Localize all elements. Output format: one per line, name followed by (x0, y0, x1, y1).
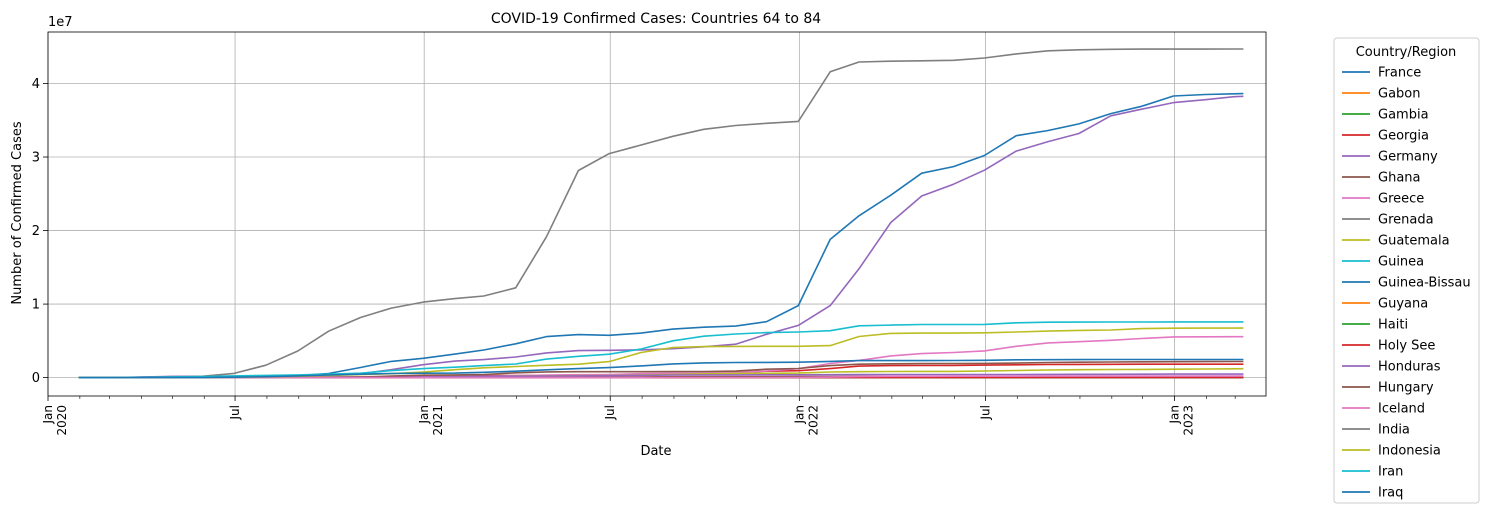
series-line (78, 375, 1244, 379)
y-tick-label: 0 (32, 371, 40, 386)
series-line (78, 95, 1244, 379)
x-tick-label: Jan (1168, 405, 1182, 425)
y-axis-label: Number of Confirmed Cases (10, 121, 25, 304)
legend-entry: Guyana (1378, 297, 1428, 312)
series-line (78, 358, 1244, 379)
legend-entry: Georgia (1378, 129, 1429, 144)
x-axis-ticks: Jan 2020 Jul Jan 2021 Jul Jan 2022 Jul Jan 2023 (41, 396, 1236, 436)
grid-lines (47, 32, 1266, 396)
series-line (78, 48, 1244, 379)
legend-entry: Ghana (1378, 171, 1421, 186)
x-tick-sublabel: 2021 (431, 405, 445, 436)
legend-entry: Haiti (1378, 318, 1408, 333)
x-tick-label: Jan (417, 405, 431, 425)
x-tick-label: Jan (41, 405, 55, 425)
legend-entry: Iceland (1378, 402, 1425, 417)
series-line (78, 321, 1244, 379)
legend-entry: Grenada (1378, 213, 1434, 228)
legend-entry: Guinea-Bissau (1378, 276, 1471, 291)
chart-title: COVID-19 Confirmed Cases: Countries 64 t… (491, 11, 821, 27)
legend-entry: Honduras (1378, 360, 1441, 375)
legend-entry: Holy See (1378, 339, 1435, 354)
legend-entry: Greece (1378, 192, 1424, 207)
legend: Country/Region France Gabon Gambia Georgia G… (1333, 37, 1480, 504)
x-tick-sublabel: 2020 (55, 405, 69, 436)
legend-entry: Germany (1378, 150, 1438, 165)
legend-entry: India (1378, 423, 1410, 438)
x-tick-label: Jul (228, 405, 242, 420)
legend-entry: Gambia (1378, 108, 1429, 123)
x-tick-label: Jul (978, 405, 992, 420)
x-tick-sublabel: 2023 (1182, 405, 1196, 436)
legend-entry: Guinea (1378, 255, 1424, 270)
legend-entry: France (1378, 66, 1421, 81)
legend-entry: Gabon (1378, 87, 1421, 102)
series-lines (78, 48, 1244, 379)
y-tick-label: 1 (32, 298, 40, 313)
x-tick-label: Jul (603, 405, 617, 420)
y-axis-ticks: 0 1 2 3 4 (32, 77, 48, 386)
plot-frame (47, 31, 1267, 397)
x-tick-label: Jan (792, 405, 806, 425)
y-offset-label: 1e7 (48, 15, 73, 30)
y-tick-label: 4 (32, 77, 40, 92)
y-tick-label: 2 (32, 224, 40, 239)
legend-items: France Gabon Gambia Georgia Germany Ghana Gree… (1342, 66, 1471, 501)
legend-entry: Indonesia (1378, 444, 1441, 459)
legend-entry: Guatemala (1378, 234, 1450, 249)
legend-entry: Iran (1378, 465, 1403, 480)
y-tick-label: 3 (32, 151, 40, 166)
legend-title: Country/Region (1356, 45, 1457, 60)
legend-box (1333, 37, 1480, 504)
x-tick-sublabel: 2022 (806, 405, 820, 436)
legend-entry: Hungary (1378, 381, 1434, 396)
x-axis-label: Date (640, 444, 671, 459)
legend-entry: Iraq (1378, 486, 1403, 501)
